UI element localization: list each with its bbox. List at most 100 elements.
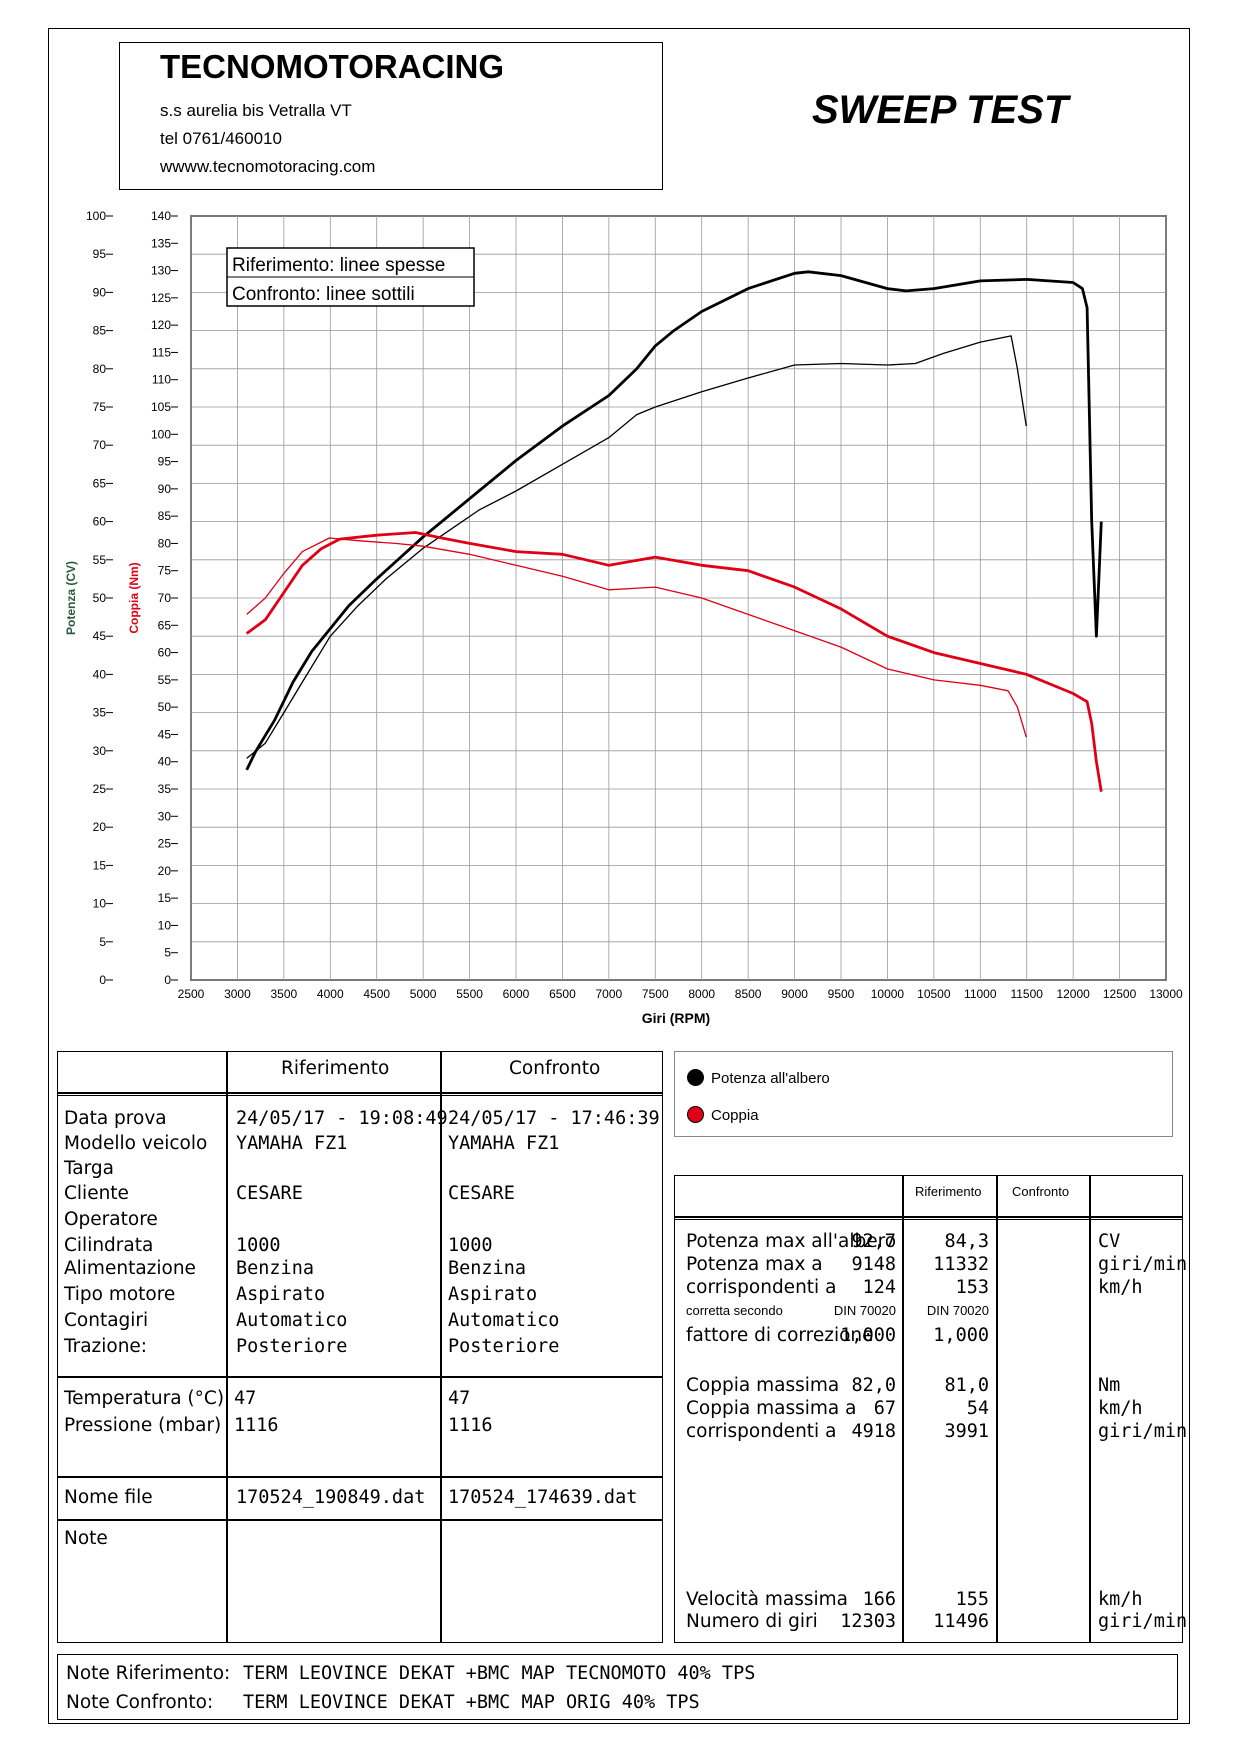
y-tick-power: 15 <box>93 858 107 872</box>
field-label: Cliente <box>64 1183 129 1204</box>
field-value-conf: 24/05/17 - 17:46:39 <box>448 1108 660 1129</box>
result-value-ref: 166 <box>862 1589 896 1610</box>
result-unit: giri/min <box>1098 1254 1188 1275</box>
result-value-conf: 1,000 <box>933 1325 989 1346</box>
result-unit: Nm <box>1098 1375 1121 1396</box>
y-tick-torque: 125 <box>151 291 171 305</box>
result-unit: giri/min <box>1098 1611 1188 1632</box>
field-label: Modello veicolo <box>64 1133 208 1154</box>
y-tick-torque: 30 <box>158 809 172 823</box>
y-tick-torque: 100 <box>151 427 171 441</box>
field-value-conf: Automatico <box>448 1310 560 1331</box>
results-table: Riferimento Confronto Potenza max all'albe… <box>674 1175 1187 1643</box>
env-value-conf: 47 <box>448 1388 471 1409</box>
x-tick-label: 4500 <box>363 987 390 1001</box>
result-value-conf: 54 <box>966 1398 989 1419</box>
res-col-sep-1 <box>902 1176 904 1642</box>
y-tick-torque: 45 <box>158 727 172 741</box>
chart-curves <box>245 270 1103 792</box>
result-value-ref: 92,7 <box>851 1231 896 1252</box>
y-tick-torque: 55 <box>158 673 172 687</box>
y-tick-power: 0 <box>99 973 106 987</box>
result-unit: CV <box>1098 1231 1121 1252</box>
power-curve-comparison <box>246 335 1027 759</box>
x-tick-label: 10000 <box>871 987 905 1001</box>
field-value-ref: 24/05/17 - 19:08:49 <box>236 1108 448 1129</box>
x-tick-label: 8500 <box>735 987 762 1001</box>
y-tick-torque: 110 <box>152 373 171 387</box>
y-tick-torque: 80 <box>158 536 172 550</box>
series-legend: Potenza all'albero Coppia <box>674 1051 1173 1137</box>
result-value-conf: 155 <box>955 1589 989 1610</box>
y-tick-torque: 25 <box>158 837 172 851</box>
y-tick-torque: 15 <box>158 891 172 905</box>
y-tick-power: 60 <box>93 515 107 529</box>
x-tick-label: 9500 <box>828 987 855 1001</box>
x-tick-label: 5500 <box>456 987 483 1001</box>
legend-box-ref: Riferimento: linee spesse <box>232 255 445 276</box>
y-tick-power: 30 <box>93 744 107 758</box>
y-tick-torque: 65 <box>158 618 172 632</box>
res-header-ref: Riferimento <box>915 1184 982 1199</box>
y-tick-torque: 115 <box>152 345 171 359</box>
company-header-box <box>119 42 663 190</box>
result-unit: giri/min <box>1098 1421 1188 1442</box>
x-tick-label: 5000 <box>410 987 437 1001</box>
vehicle-info-table: Riferimento Confronto Data prova 24/05/17 -… <box>57 1051 663 1643</box>
field-value-ref: Benzina <box>236 1258 314 1279</box>
field-value-conf: Posteriore <box>448 1336 560 1357</box>
torque-curve-comparison <box>246 537 1027 738</box>
result-unit: km/h <box>1098 1589 1143 1610</box>
y-tick-torque: 70 <box>158 591 172 605</box>
y-tick-torque: 10 <box>158 918 172 932</box>
field-value-conf: 1000 <box>448 1235 493 1256</box>
x-tick-label: 6500 <box>549 987 576 1001</box>
y-tick-power: 75 <box>93 400 107 414</box>
note-label: Note <box>64 1528 108 1549</box>
dyno-chart: 2500 3000 3500 4000 4500 5000 5500 6000 6500 7000… <box>64 209 1183 1026</box>
y-tick-power: 10 <box>93 897 107 911</box>
note-ref-text: TERM LEOVINCE DEKAT +BMC MAP TECNOMOTO 4… <box>243 1663 756 1684</box>
result-value-conf: DIN 70020 <box>926 1303 989 1318</box>
result-value-ref: 1,000 <box>840 1325 896 1346</box>
row-sep-file <box>58 1476 662 1478</box>
y-tick-power: 90 <box>93 285 107 299</box>
result-value-conf: 153 <box>955 1277 989 1298</box>
company-phone: tel 0761/460010 <box>160 129 282 148</box>
field-value-conf: YAMAHA FZ1 <box>448 1133 560 1154</box>
x-tick-label: 10500 <box>917 987 951 1001</box>
x-tick-label: 8000 <box>688 987 715 1001</box>
y-tick-torque: 120 <box>151 318 171 332</box>
y-tick-torque: 140 <box>151 209 171 223</box>
legend-box-conf: Confronto: linee sottili <box>232 284 415 305</box>
y-tick-torque: 35 <box>158 782 172 796</box>
file-value-conf: 170524_174639.dat <box>448 1487 638 1508</box>
y-tick-power: 80 <box>93 362 107 376</box>
col-header-ref: Riferimento <box>281 1058 390 1079</box>
y-tick-torque: 85 <box>158 509 172 523</box>
result-label: Potenza max a <box>686 1254 823 1275</box>
x-tick-label: 7500 <box>642 987 669 1001</box>
x-tick-label: 2500 <box>178 987 205 1001</box>
y-tick-torque: 5 <box>164 946 171 960</box>
x-tick-label: 11000 <box>964 987 997 1001</box>
result-value-ref: 12303 <box>840 1611 896 1632</box>
chart-grid <box>190 215 1167 981</box>
field-label: Targa <box>64 1158 114 1179</box>
result-value-ref: 124 <box>862 1277 896 1298</box>
x-tick-label: 12000 <box>1056 987 1090 1001</box>
result-label: Potenza max all'albero <box>686 1231 897 1252</box>
field-label: Operatore <box>64 1209 158 1230</box>
company-address: s.s aurelia bis Vetralla VT <box>160 101 352 120</box>
result-label: corretta secondo <box>686 1303 783 1318</box>
y-tick-power: 95 <box>93 247 107 261</box>
res-row-sep-2 <box>675 1219 1182 1220</box>
file-value-ref: 170524_190849.dat <box>236 1487 426 1508</box>
result-unit: km/h <box>1098 1277 1143 1298</box>
legend-power-swatch <box>687 1069 704 1086</box>
field-value-conf: CESARE <box>448 1183 515 1204</box>
legend-power-label: Potenza all'albero <box>711 1070 830 1087</box>
col-header-conf: Confronto <box>509 1058 601 1079</box>
x-tick-label: 4000 <box>317 987 344 1001</box>
res-col-sep-3 <box>1089 1176 1091 1642</box>
